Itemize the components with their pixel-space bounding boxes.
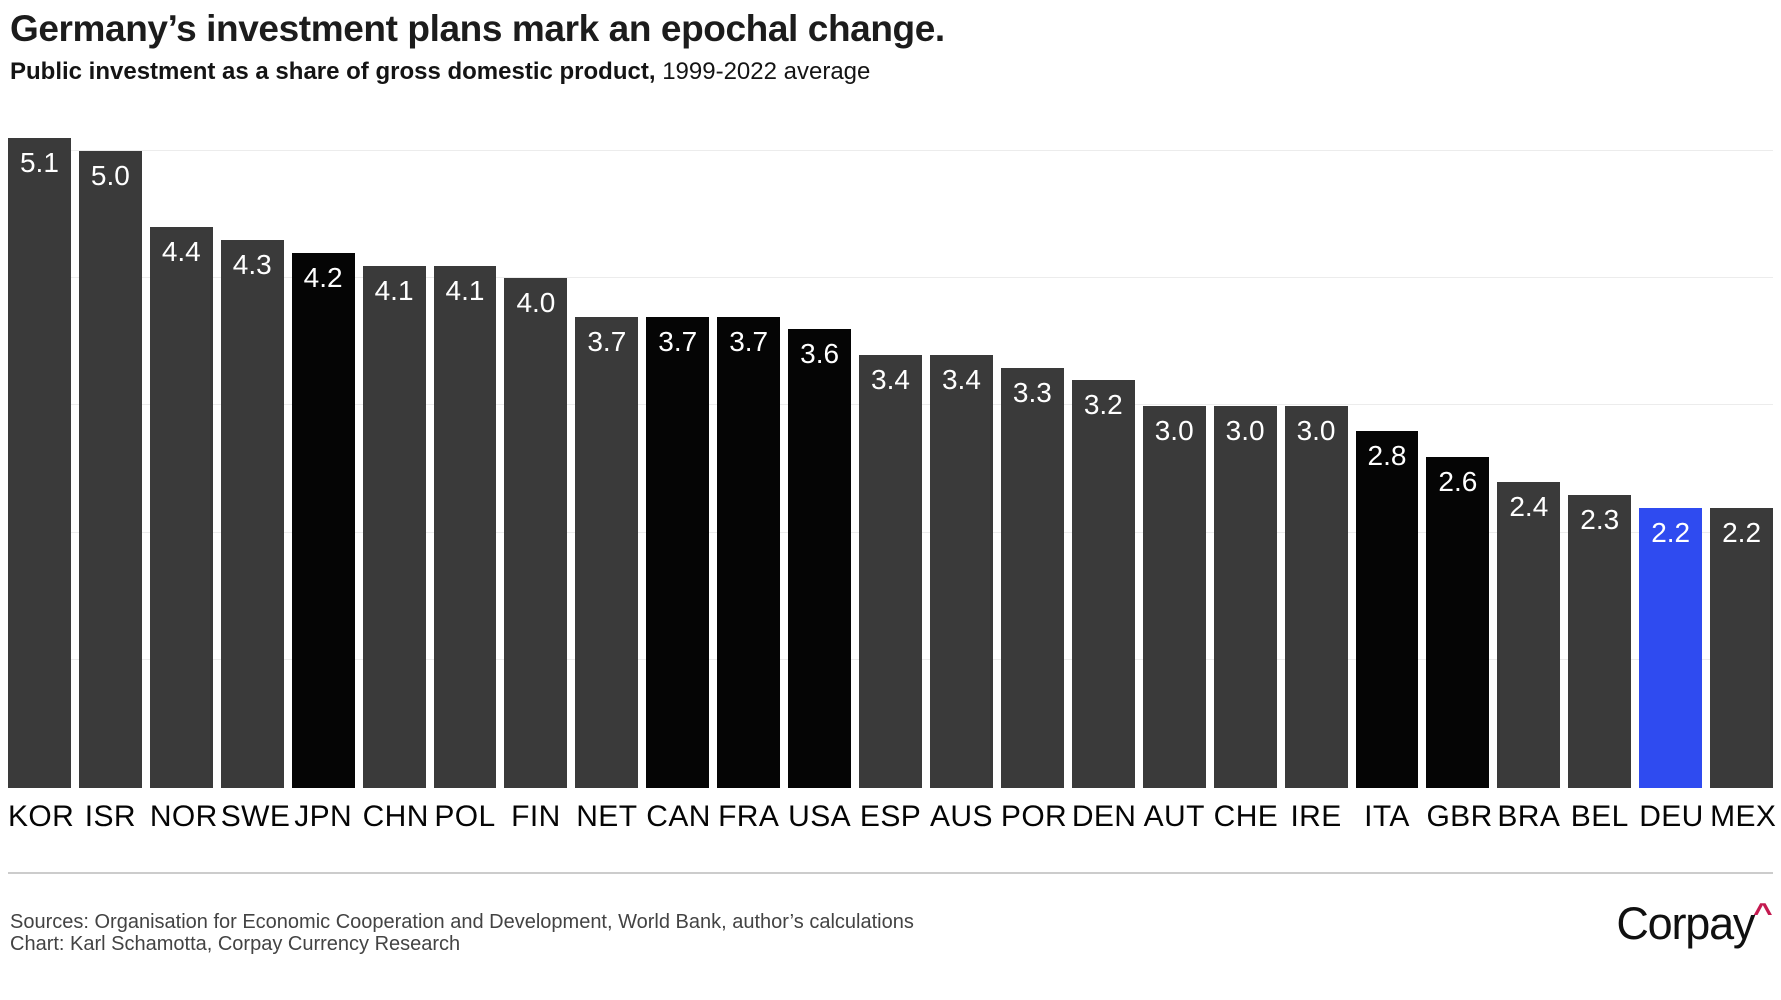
bar-BEL: 2.3 <box>1568 494 1632 788</box>
bar-value-label-NOR: 4.4 <box>161 235 201 267</box>
bar-AUS: 3.4 <box>929 354 993 788</box>
chart-credit-text: Chart: Karl Schamotta, Corpay Currency R… <box>10 933 461 956</box>
bar-value-label-DEU: 2.2 <box>1651 516 1691 548</box>
bar-ESP: 3.4 <box>859 354 922 788</box>
x-axis-label-FIN: FIN <box>511 799 561 833</box>
bar-DEN: 3.2 <box>1071 379 1135 788</box>
x-axis-label-POR: POR <box>1000 799 1068 833</box>
bar-value-label-GBR: 2.6 <box>1438 465 1478 497</box>
bar-value-label-IRE: 3.0 <box>1296 414 1336 446</box>
bar-value-label-CHN: 4.1 <box>374 274 414 306</box>
bar-GBR: 2.6 <box>1426 456 1490 788</box>
credits-block: Sources: Organisation for Economic Coope… <box>10 910 914 957</box>
x-axis-label-CHN: CHN <box>362 799 429 833</box>
chart-header: Germany’s investment plans mark an epoch… <box>0 0 1781 87</box>
x-axis-label-ESP: ESP <box>859 799 922 833</box>
bar-value-label-KOR: 5.1 <box>19 146 59 178</box>
x-axis-label-ISR: ISR <box>84 799 136 833</box>
bar-chart: 5.1 5.0 4.4 4.3 4.2 4.1 4.1 4.0 3.7 3.7 3.7 3.6 3.4 3… <box>8 123 1777 834</box>
bar-value-label-DEN: 3.2 <box>1083 388 1123 420</box>
bar-value-label-USA: 3.6 <box>800 337 840 369</box>
bar-value-label-ITA: 2.8 <box>1367 439 1407 471</box>
bar-value-label-BEL: 2.3 <box>1580 503 1620 535</box>
x-axis-label-FRA: FRA <box>718 799 780 833</box>
x-axis-label-DEN: DEN <box>1071 799 1137 833</box>
x-axis-label-NET: NET <box>576 799 638 833</box>
x-axis-label-IRE: IRE <box>1290 799 1342 833</box>
sources-text: Sources: Organisation for Economic Coope… <box>10 910 914 933</box>
corpay-logo-caret-icon: ^ <box>1753 897 1773 928</box>
bar-value-label-ESP: 3.4 <box>871 363 910 395</box>
bar-ITA: 2.8 <box>1355 430 1419 788</box>
chart-footer: Sources: Organisation for Economic Coope… <box>10 898 1773 957</box>
x-axis-label-CAN: CAN <box>646 799 711 833</box>
x-axis-label-GBR: GBR <box>1426 799 1493 833</box>
x-axis-label-USA: USA <box>788 799 852 833</box>
bar-value-label-CHE: 3.0 <box>1225 414 1265 446</box>
bar-value-label-AUT: 3.0 <box>1154 414 1194 446</box>
bar-value-label-POR: 3.3 <box>1012 376 1052 408</box>
plot-area: 5.1 5.0 4.4 4.3 4.2 4.1 4.1 4.0 3.7 3.7 3.7 3.6 3.4 3… <box>8 123 1774 788</box>
bar-ISR: 5.0 <box>78 150 142 788</box>
bar-DEU: 2.2 <box>1639 507 1703 788</box>
bar-value-label-NET: 3.7 <box>587 325 627 357</box>
bar-BRA: 2.4 <box>1497 481 1561 788</box>
x-axis-label-KOR: KOR <box>8 799 75 833</box>
bar-value-label-BRA: 2.4 <box>1509 490 1549 522</box>
subtitle-period: 1999-2022 average <box>662 57 871 85</box>
x-axis-label-SWE: SWE <box>220 799 291 833</box>
bar-FRA: 3.7 <box>717 316 781 788</box>
x-axis-label-BRA: BRA <box>1497 799 1561 833</box>
bar-USA: 3.6 <box>788 328 852 788</box>
bar-value-label-FRA: 3.7 <box>729 325 769 357</box>
bar-POR: 3.3 <box>1000 367 1064 788</box>
bar-POL: 4.1 <box>433 265 497 788</box>
corpay-logo: Corpay^ <box>1616 897 1773 950</box>
chart-subtitle: Public investment as a share of gross do… <box>10 57 1771 87</box>
x-axis-label-ITA: ITA <box>1364 799 1410 833</box>
bar-KOR: 5.1 <box>8 137 71 788</box>
bar-CAN: 3.7 <box>646 316 710 788</box>
x-axis-labels: KOR ISR NOR SWE JPN CHN POL FIN NET CAN FRA USA ESP A… <box>8 799 1777 834</box>
x-axis-label-POL: POL <box>434 799 496 833</box>
bar-NOR: 4.4 <box>149 226 213 788</box>
bar-NET: 3.7 <box>575 316 639 788</box>
bar-AUT: 3.0 <box>1142 405 1206 788</box>
x-axis-label-NOR: NOR <box>149 799 218 833</box>
x-axis-label-MEX: MEX <box>1710 799 1777 833</box>
bar-CHE: 3.0 <box>1213 405 1277 788</box>
footer-divider <box>8 871 1773 874</box>
bar-JPN: 4.2 <box>291 252 355 788</box>
gridline-4 <box>8 276 1773 278</box>
x-axis-label-CHE: CHE <box>1213 799 1279 833</box>
bar-value-label-CAN: 3.7 <box>658 325 698 357</box>
bar-value-label-ISR: 5.0 <box>90 159 130 191</box>
subtitle-main: Public investment as a share of gross do… <box>10 57 656 85</box>
bar-SWE: 4.3 <box>220 239 284 788</box>
x-axis-label-DEU: DEU <box>1639 799 1704 833</box>
x-axis-label-AUT: AUT <box>1143 799 1205 833</box>
bar-value-label-SWE: 4.3 <box>232 248 272 280</box>
gridline-5 <box>8 149 1773 151</box>
bars-container: 5.1 5.0 4.4 4.3 4.2 4.1 4.1 4.0 3.7 3.7 3.7 3.6 3.4 3… <box>8 123 1774 788</box>
bar-MEX: 2.2 <box>1710 507 1774 788</box>
x-axis-label-BEL: BEL <box>1570 799 1629 833</box>
bar-value-label-AUS: 3.4 <box>941 363 981 395</box>
x-axis-label-JPN: JPN <box>294 799 353 833</box>
bar-value-label-MEX: 2.2 <box>1722 516 1762 548</box>
x-axis-label-AUS: AUS <box>930 799 993 833</box>
bar-IRE: 3.0 <box>1284 405 1348 788</box>
bar-value-label-JPN: 4.2 <box>303 261 343 293</box>
corpay-logo-text: Corpay <box>1616 897 1755 949</box>
bar-CHN: 4.1 <box>362 265 426 788</box>
bar-value-label-FIN: 4.0 <box>516 286 556 318</box>
bar-value-label-POL: 4.1 <box>445 274 485 306</box>
bar-FIN: 4.0 <box>504 277 568 788</box>
page-title: Germany’s investment plans mark an epoch… <box>10 8 945 49</box>
